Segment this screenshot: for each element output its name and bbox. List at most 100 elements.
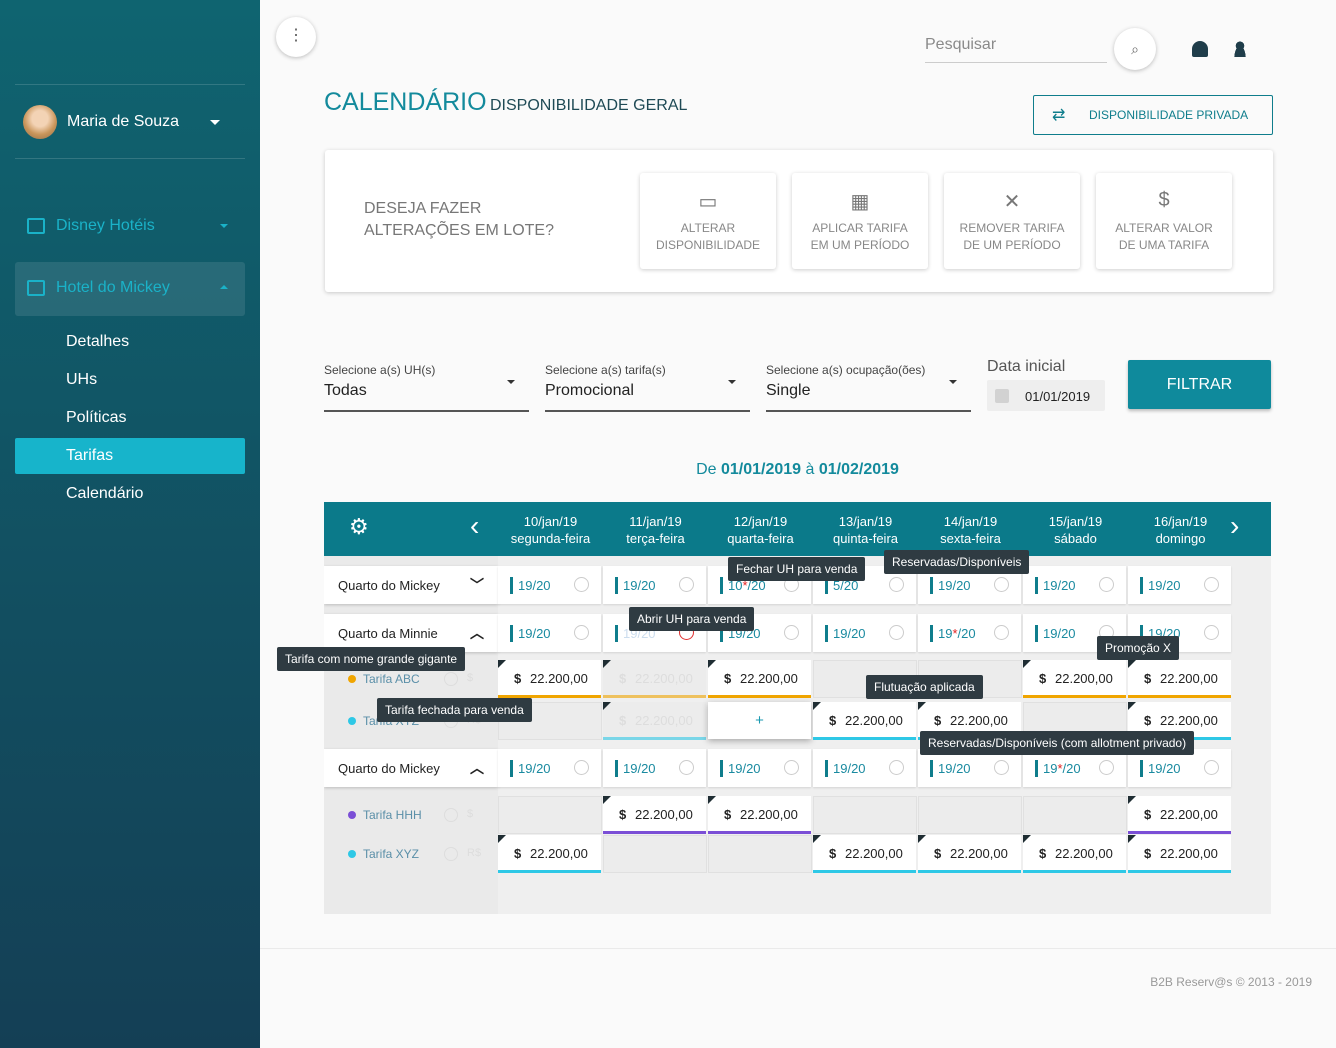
rate-cell[interactable]: $22.200,00 [498,660,601,698]
block-icon[interactable] [1099,760,1114,775]
currency-symbol: $ [724,807,732,822]
date-input[interactable]: 01/01/2019 [987,380,1105,411]
batch-action[interactable]: ▦ APLICAR TARIFA EM UM PERÍODO [792,173,928,269]
block-icon[interactable] [1204,760,1219,775]
availability-value: 19*/20 [1043,761,1081,776]
block-icon[interactable] [679,760,694,775]
availability-cell[interactable]: 19/20 [1128,566,1231,604]
menu-button[interactable]: ⋮ [276,17,316,57]
select-label: Selecione a(s) ocupação(ões) [766,363,926,377]
availability-cell[interactable]: 19/20 [1023,614,1126,652]
menu-icon [27,218,45,234]
rate-name[interactable]: Tarifa XYZ [363,847,420,861]
block-icon[interactable] [679,577,694,592]
block-icon[interactable] [889,577,904,592]
menu-item[interactable]: Disney Hotéis [56,217,155,234]
rate-cell[interactable]: $22.200,00 [603,796,706,834]
rate-block-icon[interactable] [444,672,458,686]
submenu-item[interactable]: UHs [66,371,98,388]
rate-name[interactable]: Tarifa ABC [363,672,420,686]
rate-cell[interactable]: $22.200,00 [1128,835,1231,873]
block-icon[interactable] [889,760,904,775]
availability-cell[interactable]: 19/20 [498,614,601,652]
block-icon[interactable] [1204,577,1219,592]
availability-cell[interactable]: 19/20 [918,749,1021,787]
block-icon[interactable] [574,760,589,775]
rate-cell[interactable]: $22.200,00 [1023,660,1126,698]
add-cell[interactable]: + [708,702,811,739]
select-value[interactable]: Todas [324,382,367,399]
block-icon[interactable] [574,625,589,640]
block-icon[interactable] [574,577,589,592]
availability-cell[interactable]: 19/20 [603,566,706,604]
rate-cell[interactable]: $22.200,00 [603,660,706,698]
room-card[interactable]: Quarto do Mickey ︿ [324,749,498,787]
settings-icon[interactable]: ⚙ [349,514,369,539]
submenu-item[interactable]: Políticas [66,409,127,426]
submenu-item[interactable]: Calendário [66,485,144,502]
rate-cell[interactable]: $22.200,00 [498,835,601,873]
prev-arrow[interactable]: ‹ [470,510,480,541]
availability-cell[interactable]: 19/20 [498,566,601,604]
private-button[interactable]: ⇄ DISPONIBILIDADE PRIVADA [1033,95,1273,135]
rate-cell[interactable]: $22.200,00 [1023,835,1126,873]
empty-cell[interactable] [813,796,917,834]
block-icon[interactable] [784,625,799,640]
next-arrow[interactable]: › [1230,510,1240,541]
menu-item[interactable]: Hotel do Mickey [56,279,170,296]
empty-cell[interactable] [1023,796,1127,834]
bell-icon[interactable] [1192,41,1208,57]
room-card[interactable]: Quarto da Minnie ︿ [324,614,498,652]
block-icon[interactable] [889,625,904,640]
availability-cell[interactable]: 19*/20 [1023,749,1126,787]
search-button[interactable]: ⌕ [1114,28,1156,70]
availability-cell[interactable]: 19/20 [708,749,811,787]
availability-cell[interactable]: 19/20 [1128,749,1231,787]
availability-cell[interactable]: 19/20 [498,749,601,787]
empty-cell[interactable] [498,796,602,834]
batch-action[interactable]: ✕ REMOVER TARIFA DE UM PERÍODO [944,173,1080,269]
rate-cell[interactable]: $22.200,00 [603,702,706,740]
rate-block-icon[interactable] [444,808,458,822]
select-value[interactable]: Single [766,382,811,399]
submenu-item[interactable]: Tarifas [66,447,114,464]
day-date: 13/jan/19 [838,514,893,529]
cell-bar [825,625,828,642]
submenu-item[interactable]: Detalhes [66,333,130,350]
availability-cell[interactable]: 19/20 [603,749,706,787]
availability-value: 19/20 [1043,578,1076,593]
user-icon[interactable] [1232,41,1248,57]
rate-cell[interactable]: $22.200,00 [813,702,916,740]
block-icon[interactable] [1204,625,1219,640]
availability-value: 19/20 [1043,626,1076,641]
empty-cell[interactable] [918,796,1022,834]
user-name[interactable]: Maria de Souza [67,113,180,130]
availability-cell[interactable]: 19/20 [1023,566,1126,604]
rate-cell[interactable]: $22.200,00 [918,835,1021,873]
select-value[interactable]: Promocional [545,382,634,399]
rate-cell[interactable]: $22.200,00 [1128,660,1231,698]
block-icon[interactable] [994,625,1009,640]
block-icon[interactable] [994,577,1009,592]
batch-action[interactable]: ▭ ALTERAR DISPONIBILIDADE [640,173,776,269]
select-underline [545,410,750,412]
empty-cell[interactable] [603,835,707,873]
filter-button[interactable]: FILTRAR [1128,360,1271,409]
rate-name[interactable]: Tarifa HHH [363,808,422,822]
currency-symbol: $ [1039,846,1047,861]
block-icon[interactable] [1099,577,1114,592]
room-card[interactable]: Quarto do Mickey ﹀ [324,566,498,604]
availability-cell[interactable]: 19/20 [813,614,916,652]
block-icon[interactable] [784,760,799,775]
rate-cell[interactable]: $22.200,00 [1128,796,1231,834]
batch-action[interactable]: $ ALTERAR VALOR DE UMA TARIFA [1096,173,1232,269]
availability-cell[interactable]: 19*/20 [918,614,1021,652]
rate-cell[interactable]: $22.200,00 [813,835,916,873]
rate-cell[interactable]: $22.200,00 [708,796,811,834]
block-icon[interactable] [994,760,1009,775]
availability-cell[interactable]: 19/20 [813,749,916,787]
empty-cell[interactable] [708,835,812,873]
rate-cell[interactable]: $22.200,00 [708,660,811,698]
rate-block-icon[interactable] [444,847,458,861]
search-input[interactable]: Pesquisar [925,36,997,53]
